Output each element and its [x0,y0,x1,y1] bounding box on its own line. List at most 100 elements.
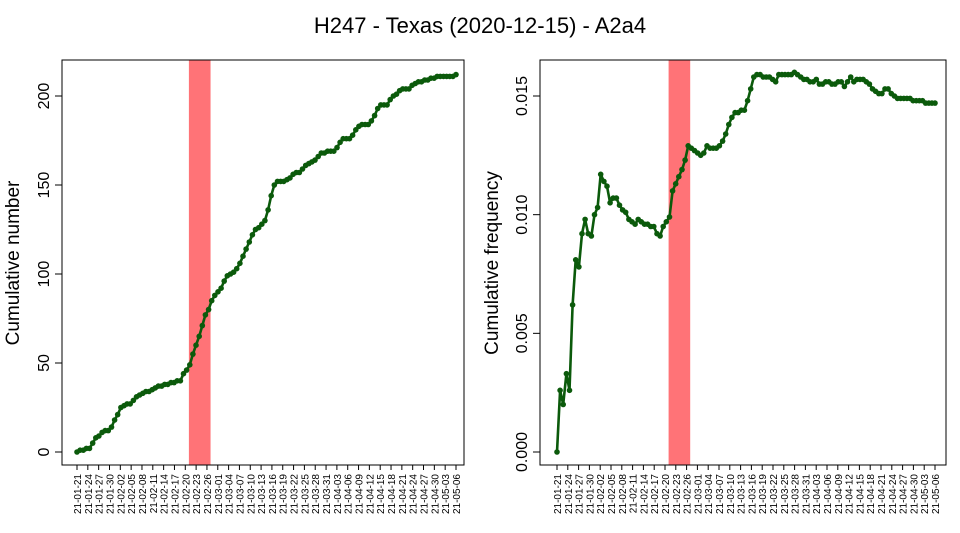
data-point [187,362,193,368]
data-point [885,86,891,92]
data-point [114,411,121,418]
data-point [866,81,873,87]
data-point [233,265,240,272]
y-tick-label: 0 [36,447,53,456]
x-tick-label: 21-03-25 [780,474,791,514]
data-point [844,79,851,85]
data-point [86,445,93,452]
data-point [334,144,340,151]
data-point [719,138,726,144]
x-tick-label: 21-04-15 [855,474,866,514]
data-point [108,424,115,430]
plot-frame [539,59,947,466]
x-tick-label: 21-03-01 [693,474,704,514]
data-point [208,297,215,304]
x-tick-label: 21-01-24 [84,474,95,514]
y-axis-label: Cumulative number [3,180,24,345]
data-point [249,232,256,238]
data-point [368,118,375,124]
x-tick-label: 21-04-27 [899,474,910,514]
x-tick-label: 21-04-09 [355,474,366,514]
x-tick-label: 21-04-27 [420,474,431,514]
data-point [672,181,679,187]
y-tick-label: 0.015 [514,76,531,116]
data-point [607,200,613,206]
data-point [838,79,845,85]
x-tick-label: 21-03-31 [322,474,333,514]
data-point [349,132,356,138]
data-point [212,292,218,299]
y-tick-label: 100 [36,261,53,288]
x-tick-label: 21-03-04 [704,474,715,514]
data-point [701,150,707,156]
x-tick-label: 21-01-24 [564,474,575,514]
x-tick-label: 21-04-06 [344,474,355,514]
data-point [632,221,638,227]
data-point [651,223,657,230]
x-tick-label: 21-03-19 [758,474,769,514]
y-axis-label: Cumulative frequency [482,171,503,355]
data-point [569,302,576,308]
data-point [716,143,723,149]
data-point [193,342,199,349]
data-point [597,171,604,178]
y-tick-label: 150 [36,172,53,199]
x-tick-label: 21-04-12 [845,474,856,514]
x-tick-label: 21-03-01 [214,474,225,514]
data-point [660,223,666,230]
x-tick-label: 21-02-20 [661,474,672,514]
data-point [560,401,566,408]
highlight-band [188,60,211,465]
data-point [237,260,243,267]
data-point [591,211,598,218]
x-tick-label: 21-04-06 [823,474,834,514]
data-point [576,264,582,270]
x-tick-label: 21-04-21 [398,474,409,514]
x-tick-label: 21-02-26 [203,474,214,514]
x-tick-label: 21-01-27 [575,474,586,514]
right-panel: 0.000 0.005 0.010 0.015 Cumulative frequency… [482,59,947,514]
data-point [371,112,378,119]
data-point [622,209,629,216]
x-tick-label: 21-04-12 [365,474,376,514]
data-point [932,100,938,106]
data-point [240,253,246,259]
x-tick-label: 21-02-11 [149,474,160,514]
x-tick-label: 21-02-17 [650,474,661,514]
x-tick-label: 21-02-26 [683,474,694,514]
data-point [657,233,663,239]
data-point [663,219,670,225]
data-point [312,157,318,163]
x-tick-label: 21-05-03 [920,474,931,514]
x-tick-label: 21-02-08 [618,474,629,514]
x-tick-label: 21-03-31 [801,474,812,514]
data-point [268,192,275,199]
x-tick-label: 21-02-23 [192,474,203,514]
highlight-band [668,60,691,465]
data-point [594,204,601,211]
x-tick-label: 21-03-07 [235,474,246,514]
data-point [604,183,610,189]
x-tick-label: 21-03-10 [726,474,737,514]
data-point [243,246,249,252]
data-point [265,207,271,213]
data-point [196,333,202,340]
data-point [676,173,682,180]
x-tick-label: 21-03-28 [311,474,322,514]
x-tick-label: 21-01-21 [553,474,564,514]
x-tick-label: 21-03-16 [268,474,279,514]
data-point [601,178,607,185]
x-tick-label: 21-03-10 [246,474,257,514]
chart-title: H247 - Texas (2020-12-15) - A2a4 [314,13,646,38]
y-tick-label: 0.005 [514,313,531,353]
data-point [89,440,96,446]
plot-frame [61,59,465,466]
data-point [679,166,685,173]
data-point [729,114,735,121]
x-tick-label: 21-03-07 [715,474,726,514]
x-tick-label: 21-05-06 [931,474,942,514]
data-point [331,148,337,154]
x-tick-label: 21-03-13 [737,474,748,514]
data-point [177,378,184,384]
